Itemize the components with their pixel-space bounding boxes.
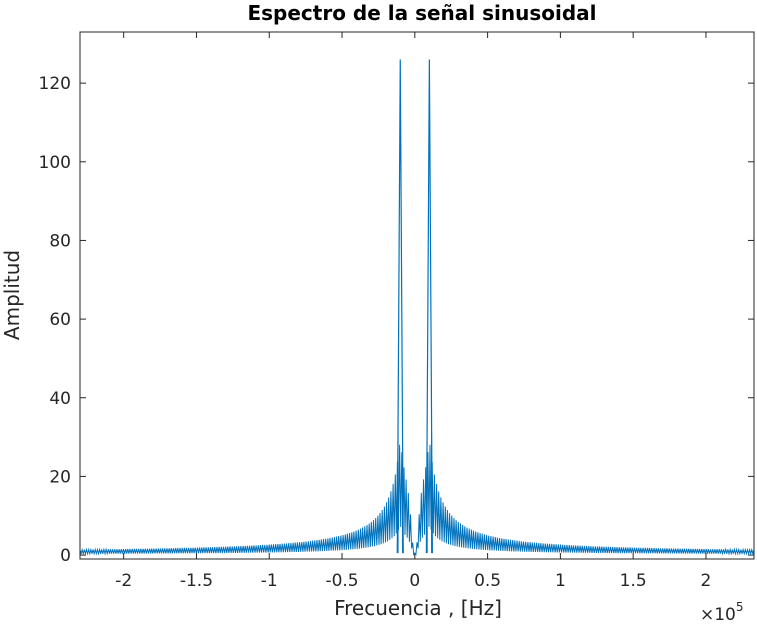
x-tick-label: -2 — [115, 571, 132, 591]
y-tick-label: 100 — [39, 153, 71, 173]
x-tick-label: 2 — [701, 571, 712, 591]
x-tick-label: 1.5 — [620, 571, 647, 591]
x-axis-ticks: -2 -1.5 -1 -0.5 0 0.5 1 1.5 2 — [115, 32, 711, 591]
y-tick-label: 0 — [60, 546, 71, 566]
y-axis-ticks: 0 20 40 60 80 100 120 — [39, 74, 754, 566]
x-tick-label: 0.5 — [474, 571, 501, 591]
y-tick-label: 20 — [49, 467, 71, 487]
peak-spike — [396, 59, 404, 554]
series-layer — [79, 59, 755, 556]
x-axis-exponent: ×105 — [700, 600, 744, 624]
y-tick-label: 40 — [49, 389, 71, 409]
x-tick-label: -1 — [261, 571, 278, 591]
x-tick-label: -0.5 — [325, 571, 358, 591]
x-tick-label: 1 — [555, 571, 566, 591]
chart-title: Espectro de la señal sinusoidal — [247, 1, 596, 25]
plot-area — [80, 32, 754, 559]
y-tick-label: 120 — [39, 74, 71, 94]
y-axis-label: Amplitud — [0, 250, 24, 340]
x-tick-label: -1.5 — [180, 571, 213, 591]
y-tick-label: 60 — [49, 310, 71, 330]
plot-frame — [79, 31, 755, 560]
y-tick-label: 80 — [49, 231, 71, 251]
spectrum-line — [79, 444, 755, 556]
x-axis-label: Frecuencia , [Hz] — [334, 596, 502, 620]
x-exponent-power: 5 — [736, 600, 744, 614]
x-tick-label: 0 — [409, 571, 420, 591]
x-exponent-base: ×10 — [700, 605, 736, 624]
peak-spike — [425, 59, 433, 554]
